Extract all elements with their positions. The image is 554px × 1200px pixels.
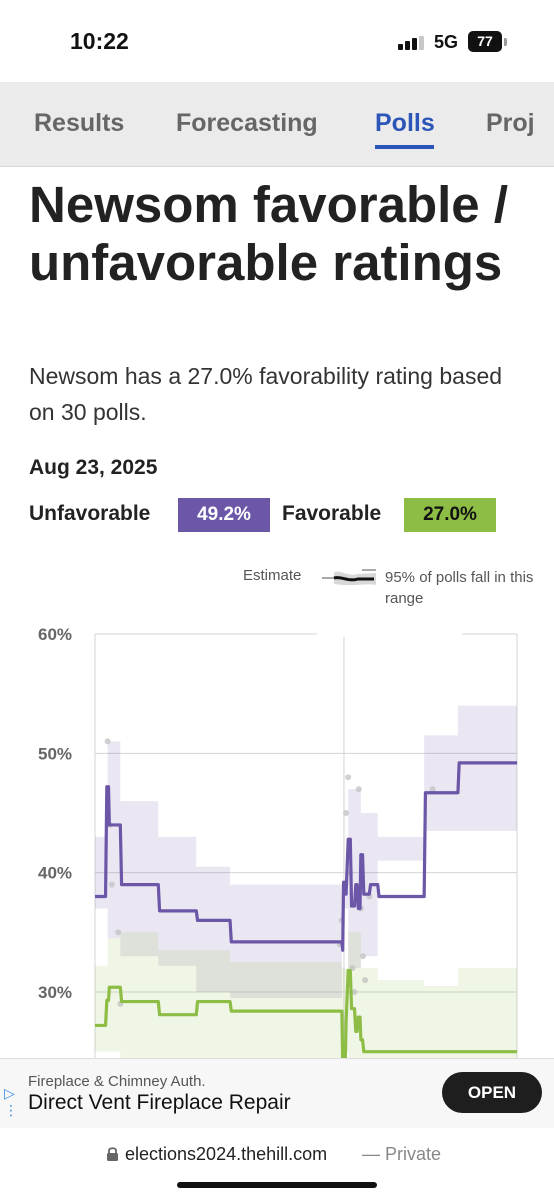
battery-tip — [504, 38, 507, 46]
tab-forecasting[interactable]: Forecasting — [176, 109, 318, 137]
home-indicator[interactable] — [177, 1182, 377, 1188]
network-label: 5G — [434, 32, 459, 52]
ad-banner[interactable]: ▷ ⋮ Fireplace & Chimney Auth. Direct Vent… — [0, 1058, 554, 1128]
poll-dot — [343, 810, 350, 816]
legend-range-label: 95% of polls fall in this range — [385, 569, 534, 607]
tab-polls[interactable]: Polls — [375, 109, 435, 137]
private-label: — Private — [362, 1144, 442, 1164]
poll-dot — [115, 929, 122, 936]
poll-chart[interactable]: 60% 50% 40% 30% — [0, 615, 554, 1060]
ad-open-button[interactable]: OPEN — [442, 1072, 542, 1113]
y-tick-label: 40% — [38, 864, 72, 883]
unfavorable-label: Unfavorable — [29, 502, 151, 525]
series-line-unfavorable[interactable] — [95, 761, 517, 952]
y-tick-label: 30% — [38, 983, 72, 1002]
legend-estimate-label: Estimate — [243, 567, 302, 584]
battery-icon: 77 — [468, 31, 502, 52]
poll-dot — [351, 989, 358, 995]
poll-dot — [429, 786, 436, 793]
status-bar: 10:22 5G 77 — [0, 0, 554, 82]
summary-text: Newsom has a 27.0% favorability rating b… — [29, 363, 503, 425]
unfavorable-value-badge: 49.2% — [178, 498, 270, 532]
poll-dot — [108, 881, 115, 888]
poll-dot — [359, 953, 366, 960]
status-time: 10:22 — [70, 28, 129, 54]
battery-level: 77 — [477, 33, 493, 49]
tab-results[interactable]: Results — [34, 109, 125, 137]
confidence-band-favorable — [95, 932, 517, 1058]
ad-title[interactable]: Direct Vent Fireplace Repair — [28, 1091, 291, 1114]
tab-projections[interactable]: Proj — [486, 109, 535, 137]
poll-dot — [362, 977, 369, 984]
legend-line-swatch — [333, 576, 374, 582]
lock-icon — [107, 1147, 118, 1161]
y-tick-label: 60% — [38, 625, 72, 644]
confidence-band-unfavorable — [95, 705, 517, 998]
legend-sample-icon — [322, 569, 376, 586]
poll-dot — [345, 774, 352, 781]
page-title: Newsom favorable / unfavorable ratings — [29, 176, 508, 291]
poll-dot — [355, 786, 362, 793]
active-tab-indicator — [375, 145, 434, 149]
signal-icon — [398, 36, 426, 50]
section-nav: Results Forecasting Polls Proj — [0, 82, 554, 167]
favorable-label: Favorable — [282, 502, 382, 525]
y-tick-label: 50% — [38, 744, 72, 763]
poll-dot — [104, 738, 111, 745]
ad-sponsor: Fireplace & Chimney Auth. — [28, 1073, 206, 1090]
chart-header-gap — [317, 627, 462, 637]
browser-url-bar[interactable]: elections2024.thehill.com — Private — [0, 1128, 554, 1200]
as-of-date: Aug 23, 2025 — [29, 456, 158, 479]
series-line-favorable[interactable] — [95, 968, 517, 1060]
chart-canvas: 60% 50% 40% 30% — [38, 625, 518, 1060]
favorable-value-badge: 27.0% — [404, 498, 496, 532]
url-text[interactable]: elections2024.thehill.com — [125, 1144, 328, 1164]
ad-choices-icon[interactable]: ▷ ⋮ — [4, 1085, 18, 1118]
